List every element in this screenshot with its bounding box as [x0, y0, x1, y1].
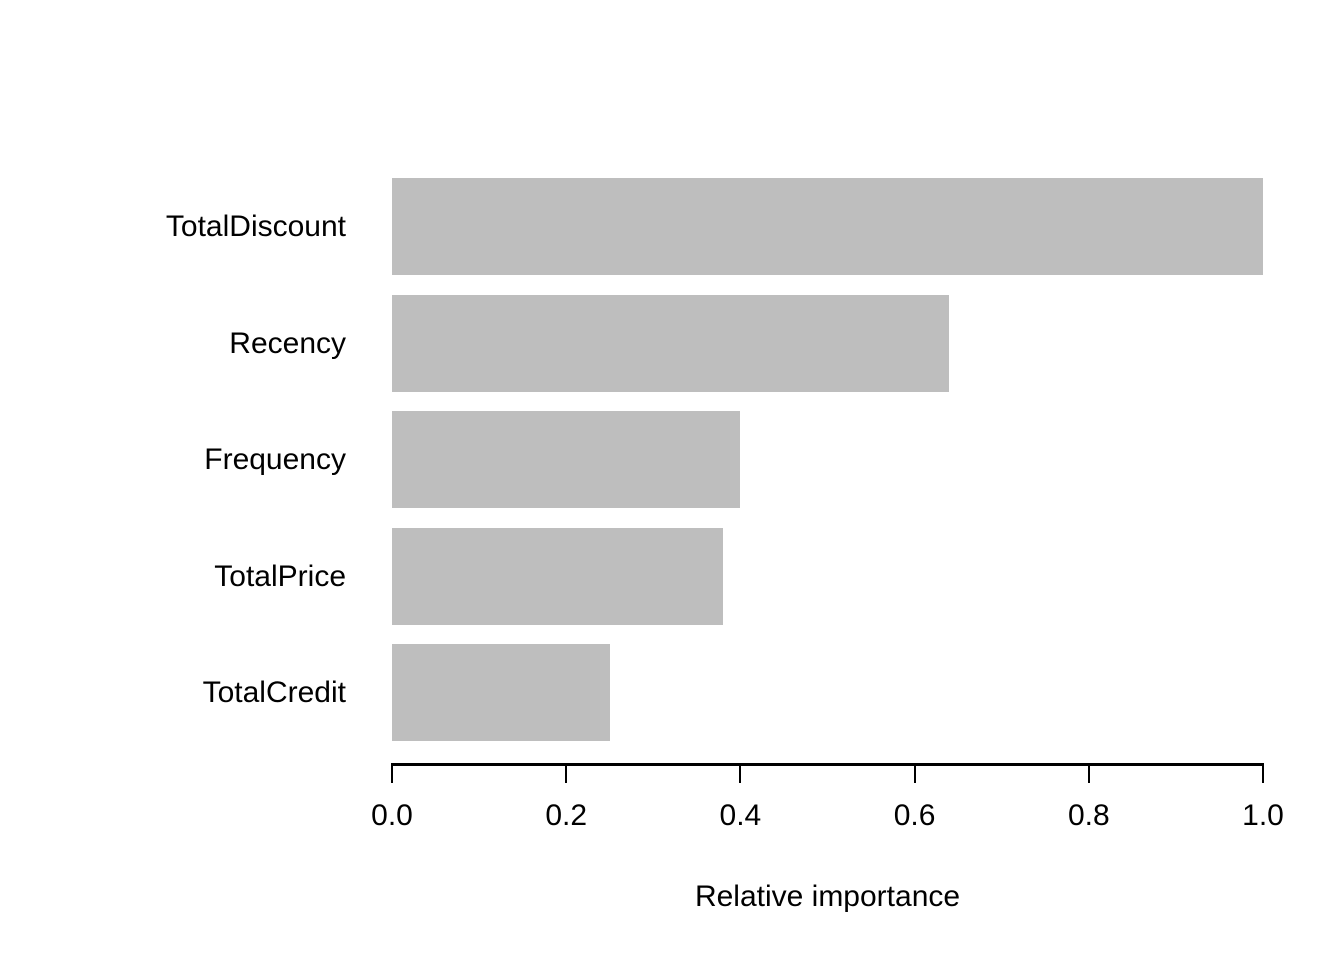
bar-totalcredit: [392, 644, 610, 741]
x-tick-1.0: [1262, 763, 1264, 783]
category-label-frequency: Frequency: [204, 443, 346, 476]
x-axis-line: [391, 763, 1264, 766]
category-label-totaldiscount: TotalDiscount: [165, 210, 346, 243]
x-tick-label-0.0: 0.0: [371, 799, 413, 832]
x-tick-0.4: [739, 763, 742, 783]
x-tick-label-0.4: 0.4: [719, 799, 762, 832]
category-label-totalprice: TotalPrice: [214, 559, 346, 593]
bar-totaldiscount: [392, 178, 1263, 275]
bar-recency: [392, 294, 950, 392]
x-tick-label-0.6: 0.6: [893, 799, 936, 832]
x-tick-label-0.8: 0.8: [1067, 799, 1110, 832]
bar-frequency: [392, 411, 741, 508]
x-tick-0.8: [1087, 763, 1090, 783]
x-tick-0.6: [913, 763, 916, 783]
category-label-recency: Recency: [229, 326, 346, 360]
bar-totalprice: [392, 527, 723, 625]
category-label-totalcredit: TotalCredit: [202, 676, 346, 709]
x-tick-0.0: [391, 763, 393, 783]
x-axis-title: Relative importance: [694, 880, 961, 913]
x-tick-0.2: [565, 763, 568, 783]
x-tick-label-0.2: 0.2: [545, 799, 588, 832]
x-tick-label-1.0: 1.0: [1242, 799, 1284, 832]
